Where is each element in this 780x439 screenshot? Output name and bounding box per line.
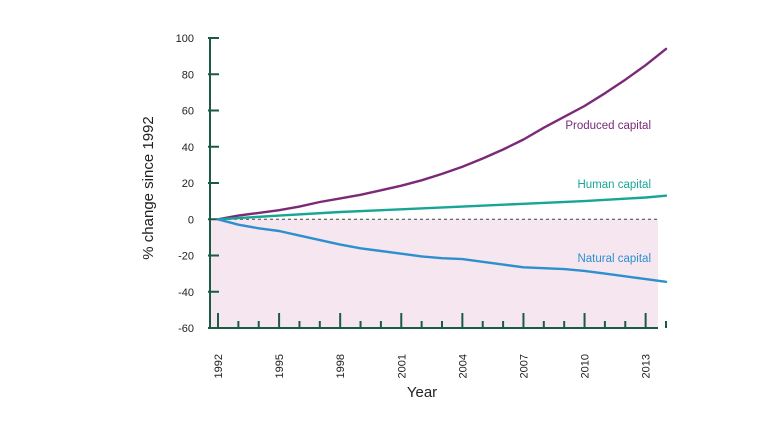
x-tick-label: 2001 — [396, 354, 408, 378]
x-axis-title: Year — [407, 384, 437, 401]
x-tick-label: 1992 — [213, 354, 225, 378]
x-tick-label: 2004 — [457, 354, 469, 378]
x-tick-label: 1998 — [335, 354, 347, 378]
x-tick-label: 2007 — [518, 354, 530, 378]
x-tick-label: 1995 — [274, 354, 286, 378]
y-tick-label: -40 — [178, 287, 194, 299]
y-tick-label: 100 — [176, 33, 194, 45]
series-group: Produced capital Human capital Natural cap… — [216, 47, 668, 283]
x-tick-label: 2013 — [641, 354, 653, 378]
y-tick-label: 20 — [182, 178, 194, 190]
y-tick-label: 80 — [182, 69, 194, 81]
y-tick-label: -20 — [178, 251, 194, 263]
x-axis: 1992 1995 1998 2001 2004 2007 2010 2013 — [210, 313, 667, 378]
series-line-natural-capital — [216, 218, 668, 283]
y-tick-label: 40 — [182, 142, 194, 154]
y-tick-label: 60 — [182, 106, 194, 118]
y-tick-label: -60 — [178, 323, 194, 335]
series-label-human-capital: Human capital — [577, 179, 651, 191]
negative-region — [210, 219, 658, 328]
y-axis-title: % change since 1992 — [140, 116, 157, 259]
series-label-produced-capital: Produced capital — [565, 120, 651, 132]
series-label-natural-capital: Natural capital — [577, 253, 651, 265]
y-tick-label: 0 — [188, 214, 194, 226]
series-line-human-capital — [216, 194, 668, 221]
y-axis: -60 -40 -20 0 20 40 60 80 100 — [176, 33, 219, 335]
series-line-produced-capital — [216, 47, 668, 221]
x-tick-label: 2010 — [580, 354, 592, 378]
